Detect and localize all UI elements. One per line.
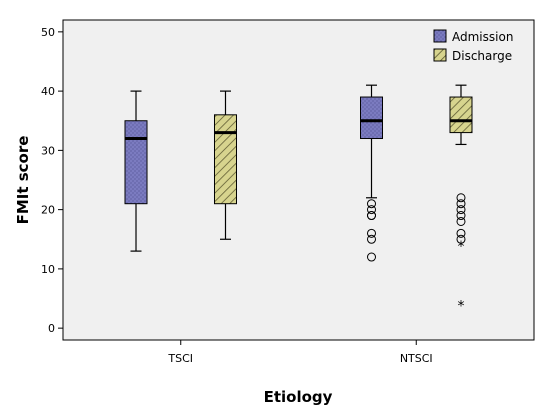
box-discharge-ntsci: **: [449, 84, 473, 314]
x-axis: TSCI NTSCI: [167, 340, 433, 365]
x-tick-label-ntsci: NTSCI: [400, 352, 433, 365]
legend-label-admission: Admission: [452, 30, 513, 44]
legend: Admission Discharge: [433, 29, 513, 63]
y-tick-label-10: 10: [41, 263, 55, 276]
outlier-point: [367, 199, 377, 209]
x-axis-title: Etiology: [264, 388, 333, 406]
outlier-point: [367, 234, 377, 244]
extreme-point: *: [457, 298, 464, 314]
box-admission-tsci: [124, 90, 148, 252]
legend-swatch-admission: [433, 29, 447, 43]
y-tick-label-40: 40: [41, 85, 55, 98]
y-axis-title: FMIt score: [14, 136, 32, 225]
iqr-box: [360, 96, 384, 140]
extreme-point: *: [457, 239, 464, 255]
outlier-point: [456, 193, 466, 203]
legend-label-discharge: Discharge: [452, 49, 512, 63]
iqr-box: [449, 96, 473, 134]
outlier-point: [456, 234, 466, 244]
y-tick-label-20: 20: [41, 204, 55, 217]
outlier-point: [367, 252, 377, 262]
box-admission-ntsci: [360, 84, 384, 262]
x-tick-label-tsci: TSCI: [167, 352, 193, 365]
y-tick-label-30: 30: [41, 144, 55, 157]
y-tick-label-50: 50: [41, 26, 55, 39]
outlier-point: [456, 205, 466, 215]
outlier-point: [456, 199, 466, 209]
iqr-box: [213, 114, 237, 205]
outlier-point: [367, 228, 377, 238]
outlier-point: [456, 216, 466, 226]
y-tick-label-0: 0: [48, 322, 55, 335]
outlier-point: [456, 228, 466, 238]
legend-swatch-discharge: [433, 48, 447, 62]
outlier-point: [456, 211, 466, 221]
box-discharge-tsci: [213, 90, 237, 240]
box-plot-series: **: [124, 84, 473, 314]
y-axis: 0 10 20 30 40 50: [41, 26, 63, 335]
outlier-point: [367, 211, 377, 221]
iqr-box: [124, 120, 148, 205]
outlier-point: [367, 205, 377, 215]
